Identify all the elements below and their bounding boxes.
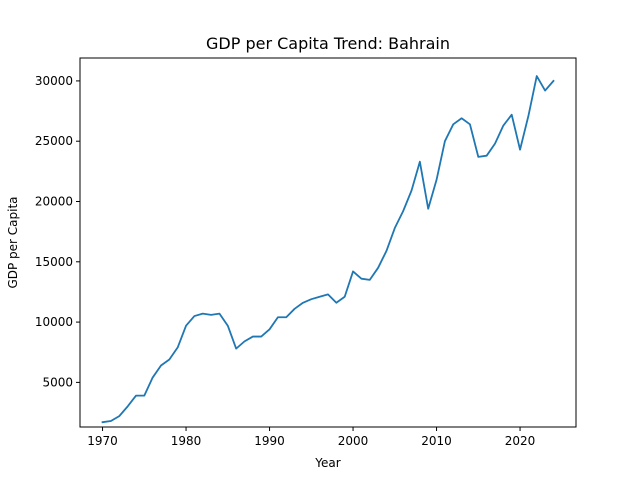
x-tick-label: 1980 (171, 434, 202, 448)
y-axis: 5000 10000 15000 20000 25000 30000 (35, 74, 80, 389)
x-axis: 1970 1980 1990 2000 2010 2020 (87, 427, 535, 448)
chart-title: GDP per Capita Trend: Bahrain (206, 34, 450, 53)
x-tick-label: 2010 (421, 434, 452, 448)
y-tick-label: 10000 (35, 315, 73, 329)
y-tick-label: 5000 (42, 375, 73, 389)
y-tick-label: 15000 (35, 255, 73, 269)
plot-area (101, 75, 555, 424)
y-tick-label: 25000 (35, 134, 73, 148)
x-tick-label: 1970 (87, 434, 118, 448)
x-axis-label: Year (314, 456, 340, 470)
plot-frame (79, 57, 577, 428)
y-tick-label: 30000 (35, 74, 73, 88)
y-axis-label: GDP per Capita (6, 196, 20, 288)
series-line (101, 75, 555, 424)
x-tick-label: 2020 (505, 434, 536, 448)
x-tick-label: 1990 (254, 434, 285, 448)
y-tick-label: 20000 (35, 195, 73, 209)
x-tick-label: 2000 (338, 434, 369, 448)
